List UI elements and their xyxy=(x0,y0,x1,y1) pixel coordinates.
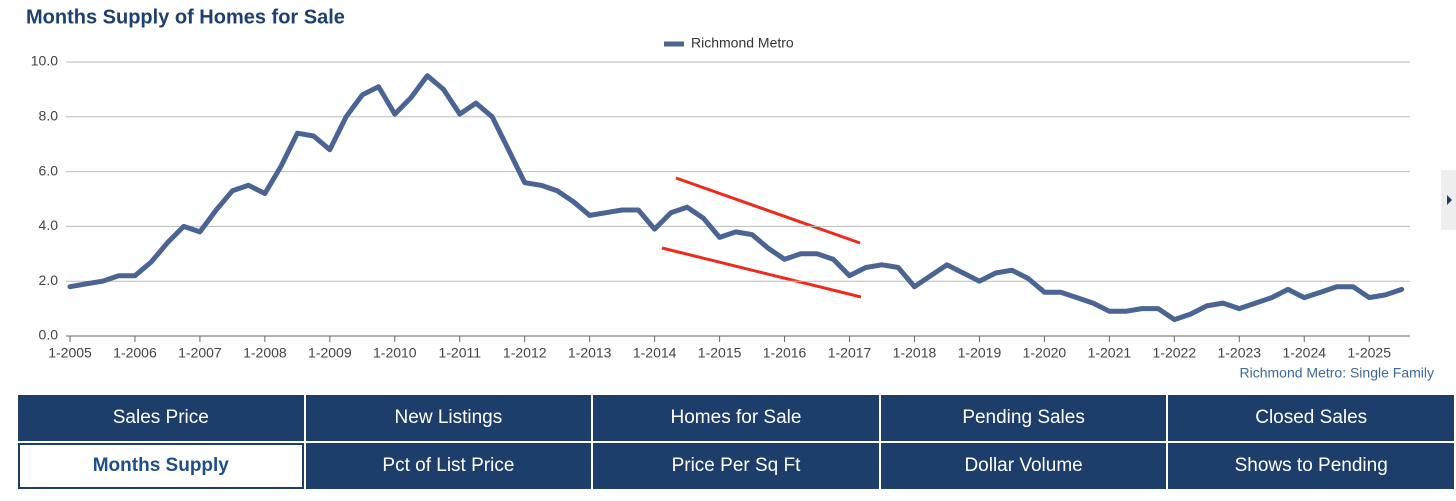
footnote: Richmond Metro: Single Family xyxy=(1239,365,1434,381)
tab-button[interactable]: Shows to Pending xyxy=(1168,443,1454,489)
y-tick-label: 4.0 xyxy=(39,217,59,233)
x-tick-label: 1-2022 xyxy=(1153,345,1197,361)
x-tick-label: 1-2013 xyxy=(568,345,612,361)
y-tick-label: 10.0 xyxy=(31,53,58,69)
x-tick-label: 1-2018 xyxy=(893,345,937,361)
tab-button[interactable]: Months Supply xyxy=(18,443,304,489)
x-tick-label: 1-2014 xyxy=(633,345,677,361)
x-tick-label: 1-2008 xyxy=(243,345,287,361)
y-tick-label: 0.0 xyxy=(39,327,59,343)
arrow-icon xyxy=(1447,195,1452,205)
x-tick-label: 1-2020 xyxy=(1023,345,1067,361)
y-tick-label: 8.0 xyxy=(39,108,59,124)
x-tick-label: 1-2019 xyxy=(958,345,1002,361)
tab-button[interactable]: Price Per Sq Ft xyxy=(593,443,879,489)
chart-title: Months Supply of Homes for Sale xyxy=(26,6,345,28)
trend-annotation xyxy=(675,176,861,245)
tab-button[interactable]: Pending Sales xyxy=(880,395,1167,441)
tab-button[interactable]: New Listings xyxy=(305,395,592,441)
x-tick-label: 1-2025 xyxy=(1347,345,1391,361)
x-tick-label: 1-2010 xyxy=(373,345,417,361)
x-tick-label: 1-2009 xyxy=(308,345,352,361)
x-tick-label: 1-2006 xyxy=(113,345,157,361)
x-tick-label: 1-2012 xyxy=(503,345,547,361)
x-tick-label: 1-2024 xyxy=(1282,345,1326,361)
x-tick-label: 1-2011 xyxy=(438,345,481,361)
x-tick-label: 1-2017 xyxy=(828,345,872,361)
chart: Months Supply of Homes for Sale Richmond… xyxy=(26,6,1456,381)
tab-button[interactable]: Dollar Volume xyxy=(880,443,1167,489)
legend-label: Richmond Metro xyxy=(691,35,794,51)
x-tick-label: 1-2015 xyxy=(698,345,742,361)
x-tick-label: 1-2021 xyxy=(1088,345,1132,361)
tab-button[interactable]: Sales Price xyxy=(18,395,304,441)
tab-bar: Sales Price New Listings Homes for Sale Pen… xyxy=(18,395,1454,489)
trend-annotation xyxy=(661,246,862,299)
tab-button[interactable]: Homes for Sale xyxy=(593,395,879,441)
data-line xyxy=(67,73,1405,323)
y-tick-label: 2.0 xyxy=(39,272,59,288)
tab-button[interactable]: Pct of List Price xyxy=(305,443,592,489)
y-tick-label: 6.0 xyxy=(39,162,59,178)
tab-button[interactable]: Closed Sales xyxy=(1168,395,1454,441)
x-tick-label: 1-2023 xyxy=(1217,345,1261,361)
x-tick-label: 1-2007 xyxy=(178,345,222,361)
x-tick-label: 1-2016 xyxy=(763,345,807,361)
x-tick-label: 1-2005 xyxy=(48,345,92,361)
